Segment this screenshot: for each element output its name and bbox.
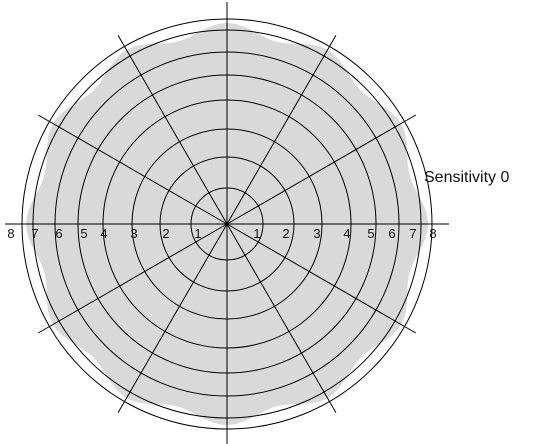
tick-label-left: 2 xyxy=(162,226,169,241)
tick-label-right: 2 xyxy=(282,226,289,241)
spoke-150deg xyxy=(37,114,228,225)
tick-label-right: 8 xyxy=(429,226,436,241)
tick-label-right: 1 xyxy=(253,226,260,241)
tick-label-right: 7 xyxy=(409,226,416,241)
tick-label-left: 6 xyxy=(55,226,62,241)
spoke-60deg xyxy=(226,34,337,225)
spoke-330deg xyxy=(226,223,417,334)
spoke-240deg xyxy=(117,223,228,414)
tick-label-right: 5 xyxy=(367,226,374,241)
tick-label-left: 4 xyxy=(100,226,107,241)
tick-label-left: 1 xyxy=(194,226,201,241)
tick-label-left: 3 xyxy=(130,226,137,241)
tick-label-right: 4 xyxy=(343,226,350,241)
tick-label-left: 5 xyxy=(80,226,87,241)
tick-label-right: 6 xyxy=(388,226,395,241)
spoke-300deg xyxy=(226,223,337,414)
sensitivity-label: Sensitivity 0 xyxy=(424,169,509,186)
spoke-120deg xyxy=(117,34,228,225)
tick-label-right: 3 xyxy=(313,226,320,241)
tick-label-left: 8 xyxy=(7,226,14,241)
angle-spokes xyxy=(37,2,417,444)
spoke-210deg xyxy=(37,223,228,334)
tick-label-left: 7 xyxy=(31,226,38,241)
spoke-30deg xyxy=(226,114,417,225)
